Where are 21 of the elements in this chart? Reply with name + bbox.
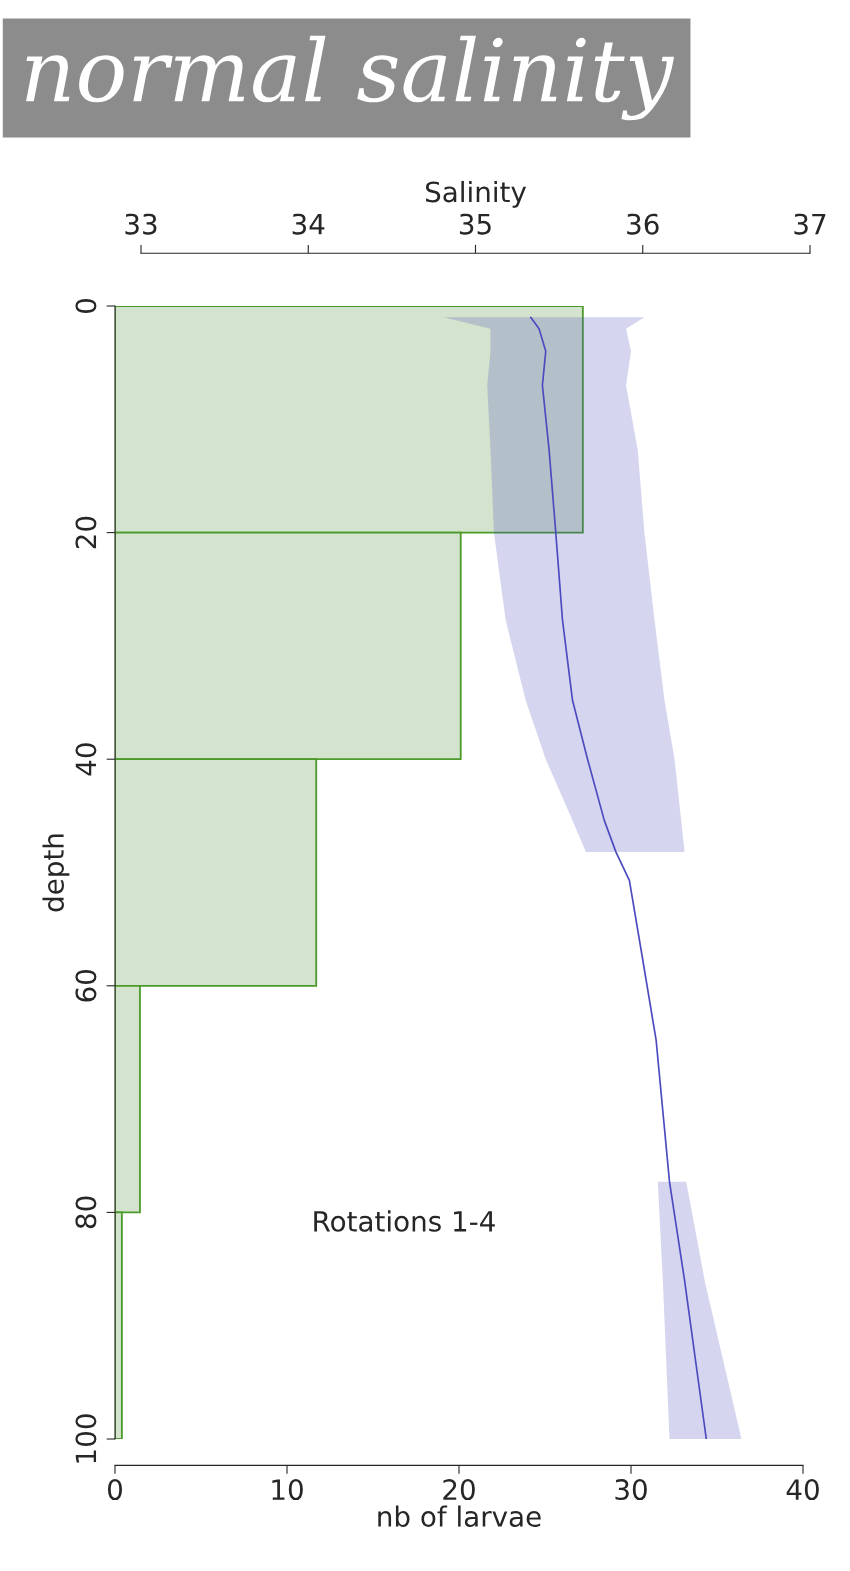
chart-title: normal salinity (26, 35, 675, 121)
y-tick-label: 100 (75, 1414, 97, 1463)
y-tick-label: 60 (75, 969, 97, 1002)
x-axis-title: nb of larvae (378, 1505, 541, 1527)
x2-tick-label: 33 (125, 213, 157, 235)
x2-tick-label: 34 (292, 213, 325, 235)
x-tick-label: 30 (615, 1479, 647, 1501)
x2-axis-title: Salinity (425, 180, 527, 208)
x2-tick-label: 36 (627, 213, 659, 235)
x2-tick-label: 37 (794, 213, 826, 235)
x-tick-label: 20 (443, 1479, 475, 1501)
y-axis-title: depth (42, 834, 70, 912)
x2-tick-label: 35 (459, 213, 491, 235)
y-tick-label: 80 (75, 1196, 97, 1229)
x-tick-label: 40 (786, 1479, 819, 1501)
y-tick-label: 40 (75, 743, 97, 776)
x-tick-label: 0 (107, 1479, 122, 1501)
y-tick-label: 0 (75, 299, 97, 314)
x-tick-label: 10 (272, 1479, 303, 1501)
y-tick-label: 20 (75, 516, 97, 549)
annotation: Rotations 1-4 (314, 1210, 495, 1232)
